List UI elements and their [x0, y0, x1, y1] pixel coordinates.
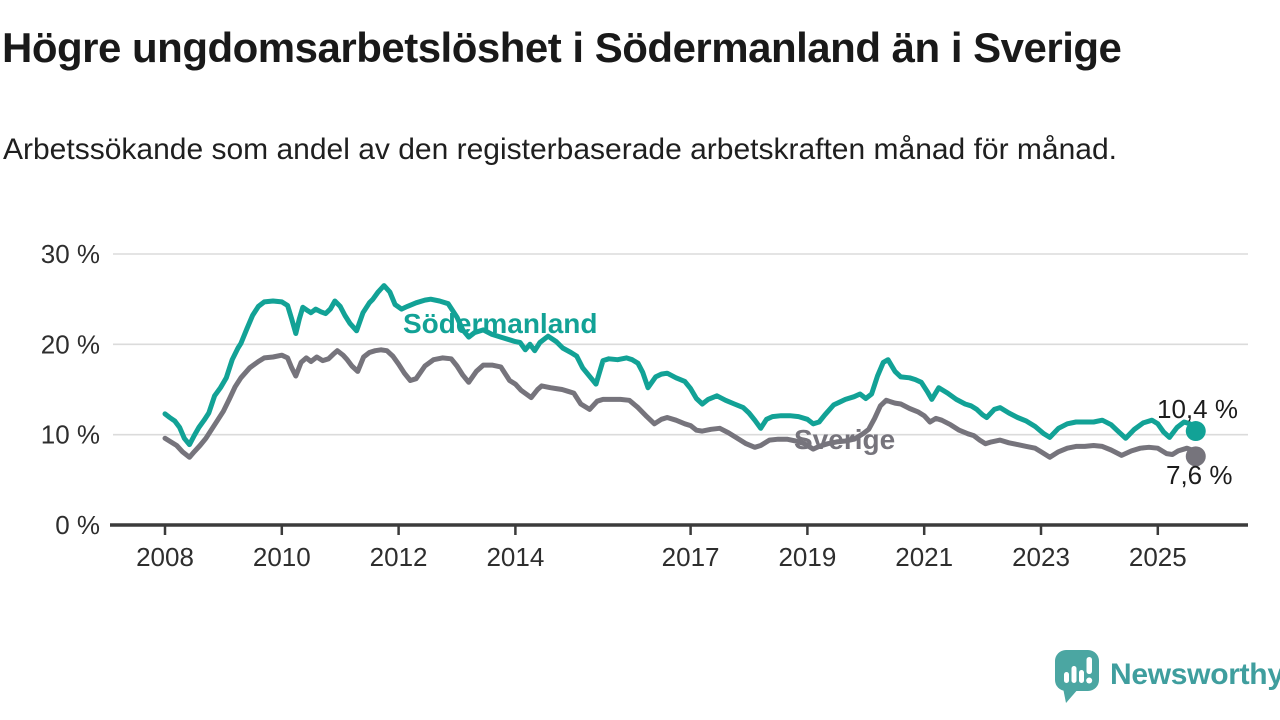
- x-tick-label-2025: 2025: [1129, 542, 1187, 572]
- x-tick-label-2019: 2019: [778, 542, 836, 572]
- series-label-sverige: Sverige: [794, 424, 896, 455]
- newsworthy-logo: Newsworthy: [1054, 646, 1280, 704]
- chart-subtitle: Arbetssökande som andel av den registerb…: [3, 133, 1117, 166]
- y-tick-label-0: 0 %: [55, 510, 100, 540]
- x-tick-label-2008: 2008: [136, 542, 194, 572]
- chart-title: Högre ungdomsarbetslöshet i Södermanland…: [2, 24, 1122, 71]
- series-label-sodermanland: Södermanland: [403, 308, 598, 339]
- series-line-sverige: [162, 347, 1199, 460]
- x-tick-label-2017: 2017: [662, 542, 720, 572]
- y-tick-label-30: 30 %: [41, 239, 100, 269]
- y-tick-label-20: 20 %: [41, 329, 100, 359]
- x-tick-label-2014: 2014: [486, 542, 544, 572]
- end-dot-södermanland: [1185, 421, 1206, 442]
- x-tick-label-2012: 2012: [370, 542, 428, 572]
- x-tick-label-2010: 2010: [253, 542, 311, 572]
- newsworthy-logo-icon: [1055, 650, 1099, 703]
- y-tick-label-10: 10 %: [41, 420, 100, 450]
- newsworthy-logo-text: Newsworthy: [1110, 658, 1280, 691]
- series-line-södermanland: [162, 283, 1199, 448]
- end-value-label-sverige: 7,6 %: [1166, 460, 1233, 490]
- x-tick-label-2021: 2021: [895, 542, 953, 572]
- end-dot-sverige: [1185, 446, 1206, 467]
- x-tick-label-2023: 2023: [1012, 542, 1070, 572]
- end-value-label-sodermanland: 10,4 %: [1157, 394, 1238, 424]
- speech-bubble-tail: [1063, 688, 1079, 703]
